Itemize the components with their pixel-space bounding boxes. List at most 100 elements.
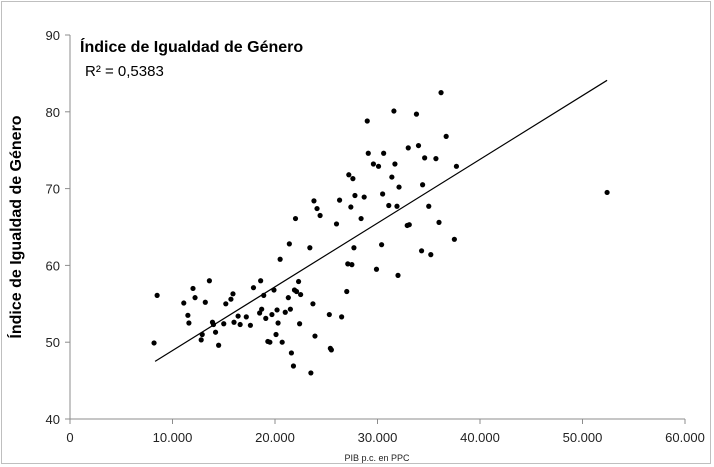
data-point [287, 306, 293, 312]
data-point [269, 311, 275, 318]
data-point [206, 278, 212, 284]
data-point [228, 296, 234, 302]
data-point [273, 331, 279, 338]
data-point [298, 291, 304, 298]
data-point [395, 272, 401, 278]
data-point [192, 295, 198, 301]
data-point [346, 172, 352, 178]
data-point [336, 197, 343, 203]
data-point [418, 248, 425, 254]
data-point [235, 313, 241, 319]
data-point [420, 182, 426, 188]
data-point [373, 266, 380, 272]
data-point [386, 202, 392, 209]
data-point [379, 242, 385, 248]
trendline [154, 79, 608, 362]
data-point [392, 161, 398, 167]
data-point [223, 301, 229, 307]
data-point [277, 256, 283, 262]
data-point [198, 337, 204, 343]
data-point [348, 204, 354, 210]
data-point [344, 288, 350, 295]
data-point [231, 319, 237, 325]
r-squared-annotation: R² = 0,5383 [85, 63, 164, 80]
data-point [216, 342, 222, 348]
data-point [361, 194, 367, 200]
data-point [453, 163, 460, 169]
chart-title: Índice de Igualdad de Género [80, 37, 303, 56]
data-point [154, 292, 160, 298]
y-tick-label: 90 [46, 28, 60, 43]
data-point [297, 321, 303, 327]
data-point [286, 241, 292, 247]
data-point [247, 322, 253, 328]
data-point [604, 189, 610, 196]
data-point [380, 191, 386, 197]
data-point [317, 212, 323, 219]
data-point [433, 156, 439, 162]
y-tick-label: 60 [46, 258, 60, 273]
data-point [312, 333, 318, 339]
data-point [311, 198, 317, 204]
x-tick-label: 10.000 [153, 430, 193, 445]
data-point [285, 295, 291, 301]
data-point [202, 299, 208, 305]
data-point [257, 310, 263, 316]
data-point [438, 90, 444, 96]
data-point [328, 347, 334, 353]
data-point [258, 278, 264, 284]
data-point [263, 315, 269, 321]
data-point [443, 133, 449, 139]
x-tick-label: 30.000 [358, 430, 398, 445]
data-point [351, 245, 357, 251]
data-point [199, 331, 205, 338]
data-point [364, 118, 370, 124]
data-point [293, 288, 300, 295]
data-point [314, 205, 320, 212]
data-point [426, 203, 432, 209]
data-point [261, 292, 267, 298]
data-point [345, 261, 351, 267]
y-ticks: 40 50 60 70 80 90 [46, 28, 70, 427]
data-point [210, 321, 217, 328]
data-point [221, 321, 227, 327]
trendline-group [154, 79, 608, 362]
x-tick-label: 50.000 [563, 430, 603, 445]
data-point [415, 142, 422, 149]
data-point [405, 145, 411, 151]
data-point [288, 350, 294, 356]
data-point [451, 236, 457, 242]
y-tick-label: 50 [46, 335, 60, 350]
data-point [396, 184, 402, 190]
data-point [310, 301, 316, 307]
data-point [365, 150, 371, 156]
y-tick-label: 70 [46, 182, 60, 197]
data-point [237, 321, 243, 328]
x-tick-label: 40.000 [460, 430, 500, 445]
x-tick-label: 0 [66, 430, 73, 445]
data-points [151, 90, 610, 376]
data-point [358, 215, 364, 222]
data-point [352, 192, 358, 199]
data-point [413, 111, 420, 117]
data-point [292, 215, 299, 222]
data-point [350, 176, 356, 182]
data-point [282, 309, 288, 315]
data-point [259, 306, 265, 312]
data-point [181, 300, 187, 306]
data-point [275, 320, 281, 326]
data-point [250, 285, 257, 291]
data-point [406, 222, 412, 228]
y-tick-label: 80 [46, 105, 60, 120]
x-tick-label: 20.000 [255, 430, 295, 445]
data-point [381, 150, 387, 156]
data-point [274, 307, 280, 313]
data-point [422, 155, 428, 161]
data-point [186, 320, 192, 326]
data-point [212, 329, 219, 335]
data-point [428, 252, 434, 258]
data-point [267, 339, 273, 345]
data-point [279, 339, 285, 345]
